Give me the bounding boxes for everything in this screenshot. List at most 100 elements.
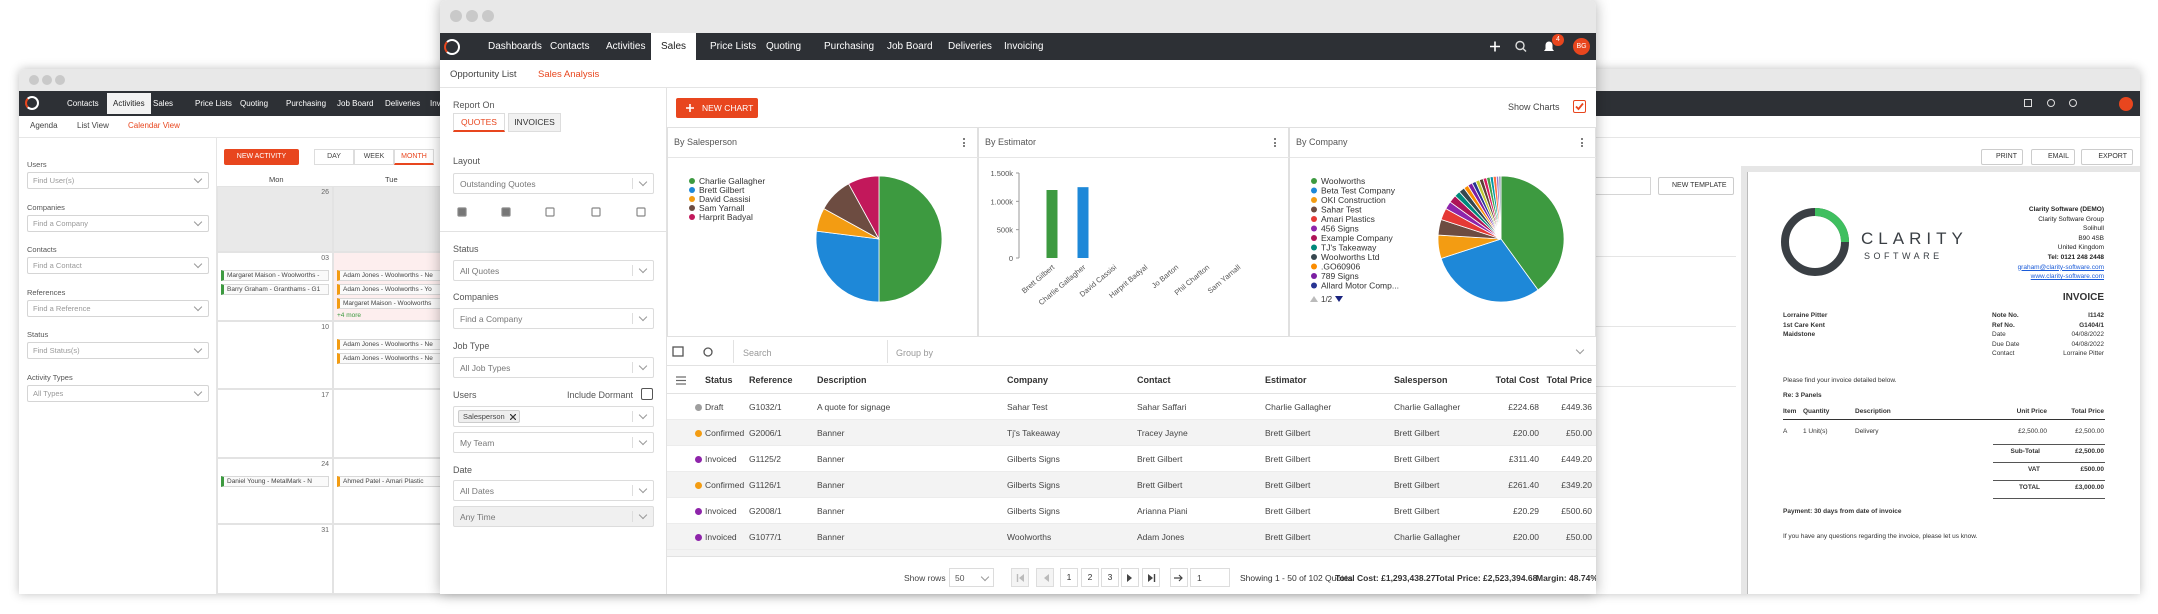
column-header[interactable]: Total Cost bbox=[1495, 375, 1539, 385]
calendar-event[interactable]: Adam Jones - Woolworths - Ne bbox=[337, 353, 443, 364]
table-row[interactable] bbox=[667, 394, 1596, 420]
column-header[interactable]: Description bbox=[817, 375, 867, 385]
pager-button[interactable] bbox=[1121, 568, 1139, 587]
calendar-event[interactable]: Margaret Maison - Woolworths bbox=[337, 298, 443, 309]
new-chart-button[interactable]: NEW CHART bbox=[676, 98, 758, 118]
filter-input[interactable]: Find a Company bbox=[27, 214, 209, 232]
filter-input[interactable]: All Types bbox=[27, 384, 209, 402]
view-button[interactable]: WEEK bbox=[354, 149, 394, 165]
nav-item[interactable]: Invoicing bbox=[1004, 41, 1044, 52]
nav-item[interactable]: Price Lists bbox=[195, 99, 232, 108]
nav-item[interactable]: Quoting bbox=[766, 41, 802, 52]
column-header[interactable]: Reference bbox=[749, 375, 793, 385]
chevron bbox=[638, 312, 648, 322]
select[interactable]: All Dates bbox=[453, 480, 654, 501]
group-by[interactable]: Group by bbox=[896, 348, 934, 358]
nav-item[interactable]: Job Board bbox=[887, 41, 933, 52]
nav-item[interactable]: Contacts bbox=[67, 99, 99, 108]
select[interactable]: All Job Types bbox=[453, 357, 654, 378]
select[interactable]: My Team bbox=[453, 432, 654, 453]
column-header[interactable]: Contact bbox=[1137, 375, 1171, 385]
pager-button[interactable] bbox=[1142, 568, 1160, 587]
rows-select[interactable]: 50 bbox=[949, 568, 994, 587]
invoice-column: Description bbox=[1855, 408, 1891, 415]
checkbox[interactable] bbox=[641, 388, 653, 400]
form-line bbox=[1596, 309, 1736, 327]
nav-item[interactable]: Dashboards bbox=[488, 41, 542, 52]
chip[interactable]: Salesperson bbox=[458, 410, 520, 423]
nav-item[interactable]: Activities bbox=[606, 41, 646, 52]
email-button[interactable]: EMAIL bbox=[2031, 149, 2075, 165]
sub-nav-item[interactable]: Agenda bbox=[30, 121, 58, 130]
sub-nav-item[interactable]: Sales Analysis bbox=[538, 69, 600, 80]
column-header[interactable]: Estimator bbox=[1265, 375, 1307, 385]
nav-item[interactable]: Deliveries bbox=[385, 99, 421, 108]
column-header[interactable]: Company bbox=[1007, 375, 1049, 385]
table-row[interactable] bbox=[667, 446, 1596, 472]
pager-button[interactable]: 2 bbox=[1081, 568, 1099, 587]
sub-nav-item[interactable]: Opportunity List bbox=[450, 69, 517, 80]
notification-badge[interactable]: 4 bbox=[1552, 34, 1564, 46]
search-input[interactable]: Search bbox=[743, 348, 772, 358]
new-template-button[interactable]: NEW TEMPLATE bbox=[1658, 177, 1734, 195]
invoice-column: Unit Price bbox=[2016, 408, 2047, 415]
nav-item[interactable]: Purchasing bbox=[286, 99, 327, 108]
calendar-event[interactable]: Daniel Young - MetalMark - N bbox=[221, 476, 329, 487]
cell: Confirmed bbox=[705, 428, 745, 438]
report-tab[interactable]: QUOTES bbox=[453, 113, 505, 132]
table-row[interactable] bbox=[667, 524, 1596, 550]
calendar-event[interactable]: Adam Jones - Woolworths - Yo bbox=[337, 284, 443, 295]
nav-item[interactable]: Activities bbox=[107, 93, 151, 114]
calendar-event[interactable]: Ahmed Patel - Amari Plastic bbox=[337, 476, 443, 487]
layout-icon bbox=[501, 207, 511, 217]
report-tab[interactable]: INVOICES bbox=[508, 113, 561, 132]
select[interactable]: Any Time bbox=[453, 506, 654, 527]
pager-button[interactable] bbox=[1036, 568, 1054, 587]
table-row[interactable] bbox=[667, 472, 1596, 498]
more-link[interactable]: +4 more bbox=[337, 312, 362, 319]
nav-item[interactable]: Purchasing bbox=[824, 41, 875, 52]
column-header[interactable]: Total Price bbox=[1546, 375, 1592, 385]
print-button[interactable]: PRINT bbox=[1981, 149, 2023, 165]
nav-item[interactable]: Quoting bbox=[240, 99, 269, 108]
calendar-event[interactable]: Adam Jones - Woolworths - Ne bbox=[337, 339, 443, 350]
avatar[interactable]: BG bbox=[1573, 38, 1590, 55]
legend-label: Woolworths Ltd bbox=[1321, 252, 1380, 262]
filter-input[interactable]: Find a Reference bbox=[27, 299, 209, 317]
sub-nav-item[interactable]: Calendar View bbox=[128, 121, 180, 130]
nav-item[interactable]: Sales bbox=[153, 99, 174, 108]
table-row[interactable] bbox=[667, 420, 1596, 446]
nav-item[interactable]: Job Board bbox=[337, 99, 374, 108]
select[interactable]: Salesperson bbox=[453, 406, 654, 427]
sub-nav-item[interactable]: List View bbox=[77, 121, 109, 130]
company-line: Solihull bbox=[2083, 225, 2104, 233]
filter-input[interactable]: Find User(s) bbox=[27, 172, 209, 189]
view-button[interactable]: MONTH bbox=[394, 149, 434, 165]
show-charts-checkbox[interactable] bbox=[1573, 100, 1586, 113]
calendar-event[interactable]: Barry Graham - Granthams - G1 bbox=[221, 284, 329, 295]
select[interactable]: Outstanding Quotes bbox=[453, 173, 654, 194]
nav-item[interactable]: Price Lists bbox=[710, 41, 757, 52]
select[interactable]: All Quotes bbox=[453, 260, 654, 281]
nav-item[interactable]: Deliveries bbox=[948, 41, 992, 52]
pager-button[interactable]: 1 bbox=[1060, 568, 1078, 587]
go-button[interactable] bbox=[1170, 568, 1188, 587]
table-row[interactable] bbox=[667, 498, 1596, 524]
export-button[interactable]: EXPORT bbox=[2081, 149, 2133, 165]
page-input[interactable]: 1 bbox=[1190, 568, 1230, 587]
view-button[interactable]: DAY bbox=[314, 149, 354, 165]
column-header[interactable]: Salesperson bbox=[1394, 375, 1448, 385]
nav-item[interactable]: Sales bbox=[651, 33, 697, 60]
pager-button[interactable] bbox=[1011, 568, 1029, 587]
cell: Banner bbox=[817, 480, 845, 490]
new-activity-button[interactable]: NEW ACTIVITY bbox=[224, 149, 299, 165]
select[interactable]: Find a Company bbox=[453, 308, 654, 329]
pager-button[interactable]: 3 bbox=[1101, 568, 1119, 587]
filter-input[interactable]: Find Status(s) bbox=[27, 342, 209, 359]
calendar-event[interactable]: Adam Jones - Woolworths - Ne bbox=[337, 270, 443, 281]
filter-input[interactable]: Find a Contact bbox=[27, 257, 209, 274]
calendar-event[interactable]: Margaret Maison - Woolworths - bbox=[221, 270, 329, 281]
column-header[interactable]: Status bbox=[705, 375, 733, 385]
nav-item[interactable]: Contacts bbox=[550, 41, 590, 52]
arrow bbox=[1174, 574, 1183, 582]
